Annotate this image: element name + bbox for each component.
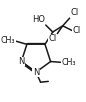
Text: CH₃: CH₃ <box>61 58 76 67</box>
Text: CH₃: CH₃ <box>1 36 15 45</box>
Text: N: N <box>33 68 39 77</box>
Text: Cl: Cl <box>48 34 57 43</box>
Text: HO: HO <box>32 15 45 24</box>
Text: Cl: Cl <box>73 26 81 35</box>
Text: N: N <box>18 57 25 66</box>
Text: Cl: Cl <box>70 8 79 17</box>
